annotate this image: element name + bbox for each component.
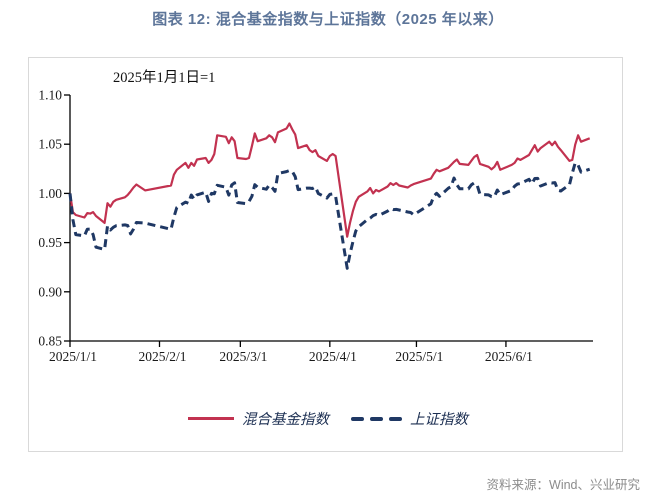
chart-legend: 混合基金指数 上证指数 [0, 408, 656, 429]
figure-title: 图表 12: 混合基金指数与上证指数（2025 年以来） [152, 11, 504, 28]
x-tick-label: 2025/2/1 [138, 349, 186, 364]
x-tick-label: 2025/1/1 [49, 349, 97, 364]
y-tick-label: 1.10 [38, 88, 62, 103]
y-tick-label: 0.85 [38, 334, 62, 349]
x-tick-label: 2025/5/1 [395, 349, 443, 364]
y-tick-label: 1.00 [38, 186, 62, 201]
sse-legend-dash-segment [389, 416, 402, 421]
chart-card [28, 57, 623, 452]
mixed-fund-line [68, 122, 591, 238]
sse-legend-dash-segment [370, 416, 383, 421]
source-note: 资料来源：Wind、兴业研究 [486, 478, 640, 492]
legend-item-mixed-fund: 混合基金指数 [188, 408, 329, 429]
baseline-note: 2025年1月1日=1 [113, 70, 216, 86]
x-tick-label: 2025/4/1 [309, 349, 357, 364]
y-tick-label: 0.90 [38, 284, 62, 299]
y-tick-label: 1.05 [38, 137, 62, 152]
sse-line [68, 161, 591, 270]
mixed-fund-legend-label: 混合基金指数 [242, 412, 329, 428]
x-tick-label: 2025/3/1 [219, 349, 267, 364]
x-tick-label: 2025/6/1 [485, 349, 533, 364]
mixed-fund-legend-line [188, 417, 234, 420]
sse-legend-dash-segment [351, 416, 364, 421]
legend-item-sse: 上证指数 [351, 408, 468, 429]
sse-legend-label: 上证指数 [410, 412, 468, 428]
y-tick-label: 0.95 [38, 235, 62, 250]
sse-legend-dash [351, 416, 402, 421]
